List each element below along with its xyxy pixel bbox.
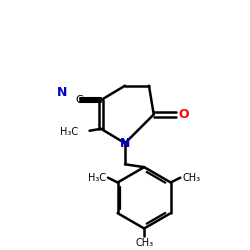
Text: CH₃: CH₃ — [182, 173, 200, 183]
Text: H₃C: H₃C — [60, 127, 78, 137]
Text: C: C — [75, 95, 83, 105]
Text: N: N — [120, 137, 130, 150]
Text: N: N — [56, 86, 67, 99]
Text: CH₃: CH₃ — [135, 238, 153, 248]
Text: H₃C: H₃C — [88, 173, 106, 183]
Text: O: O — [179, 108, 189, 121]
